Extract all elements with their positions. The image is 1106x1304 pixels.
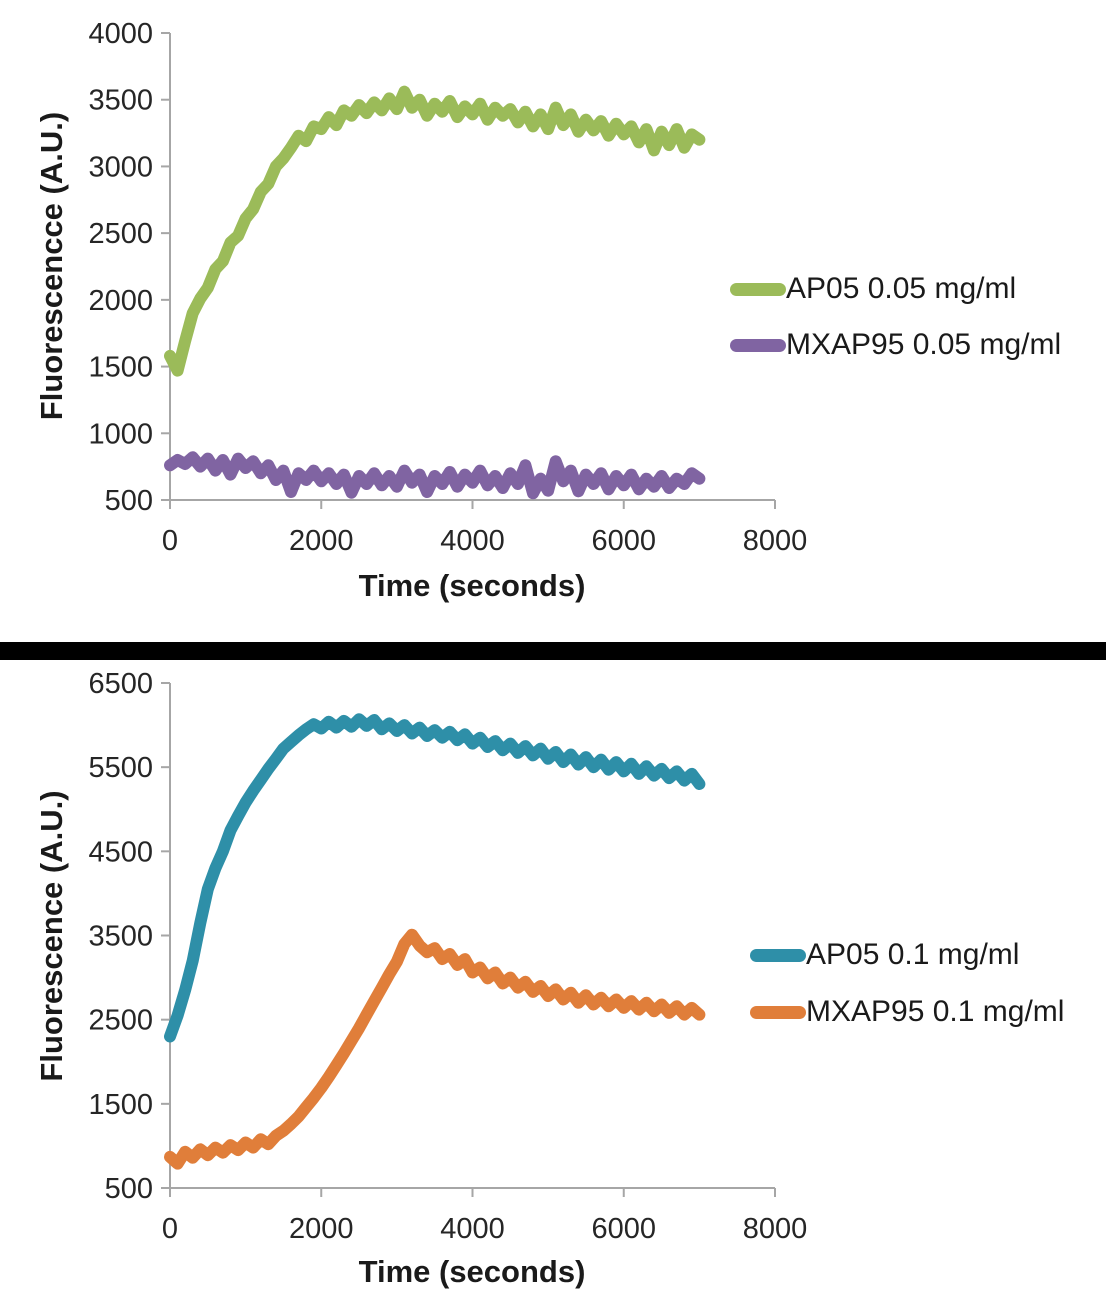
legend-item: AP05 0.1 mg/ml — [750, 938, 1064, 972]
y-tick-label: 3000 — [88, 151, 153, 183]
x-tick-label: 8000 — [743, 1213, 808, 1245]
x-tick-label: 2000 — [289, 1213, 354, 1245]
legend-label: AP05 0.05 mg/ml — [786, 272, 1017, 305]
x-tick-label: 8000 — [743, 525, 808, 557]
x-axis-title: Time (seconds) — [358, 568, 586, 603]
y-tick-label: 2500 — [88, 1005, 153, 1037]
x-tick-label: 6000 — [591, 1213, 656, 1245]
legend: AP05 0.1 mg/ml MXAP95 0.1 mg/ml — [750, 938, 1064, 1029]
divider-bar — [0, 642, 1106, 660]
y-tick-label: 1000 — [88, 418, 153, 450]
legend-label: AP05 0.1 mg/ml — [806, 938, 1020, 971]
y-axis-title: Fluorescencce (A.U.) — [34, 111, 69, 421]
y-tick-label: 4500 — [88, 836, 153, 868]
y-tick-label: 500 — [105, 1173, 153, 1205]
legend-swatch — [750, 948, 806, 962]
legend-item: MXAP95 0.1 mg/ml — [750, 995, 1064, 1029]
y-tick-label: 2000 — [88, 285, 153, 317]
y-axis-title: Fluorescence (A.U.) — [34, 790, 69, 1082]
legend-item: MXAP95 0.05 mg/ml — [730, 328, 1061, 362]
y-tick-label: 3500 — [88, 85, 153, 117]
legend-swatch — [730, 338, 786, 352]
x-tick-label: 0 — [162, 525, 178, 557]
legend-item: AP05 0.05 mg/ml — [730, 272, 1061, 306]
series-line-1 — [164, 451, 706, 500]
x-tick-label: 6000 — [591, 525, 656, 557]
legend: AP05 0.05 mg/ml MXAP95 0.05 mg/ml — [730, 272, 1061, 362]
x-tick-label: 4000 — [440, 525, 505, 557]
y-tick-label: 4000 — [88, 18, 153, 50]
y-tick-label: 5500 — [88, 752, 153, 784]
y-tick-label: 3500 — [88, 921, 153, 953]
series-line-0 — [164, 713, 706, 1043]
y-tick-label: 6500 — [88, 668, 153, 700]
y-tick-label: 1500 — [88, 352, 153, 384]
legend-swatch — [750, 1005, 806, 1019]
y-tick-label: 500 — [105, 485, 153, 517]
y-tick-label: 1500 — [88, 1089, 153, 1121]
x-tick-label: 0 — [162, 1213, 178, 1245]
legend-swatch — [730, 282, 786, 296]
x-tick-label: 4000 — [440, 1213, 505, 1245]
y-tick-label: 2500 — [88, 218, 153, 250]
legend-label: MXAP95 0.05 mg/ml — [786, 328, 1062, 361]
series-line-0 — [164, 85, 706, 377]
series-line-1 — [164, 928, 706, 1170]
x-tick-label: 2000 — [289, 525, 354, 557]
x-axis-title: Time (seconds) — [358, 1254, 586, 1289]
legend-label: MXAP95 0.1 mg/ml — [806, 995, 1065, 1028]
